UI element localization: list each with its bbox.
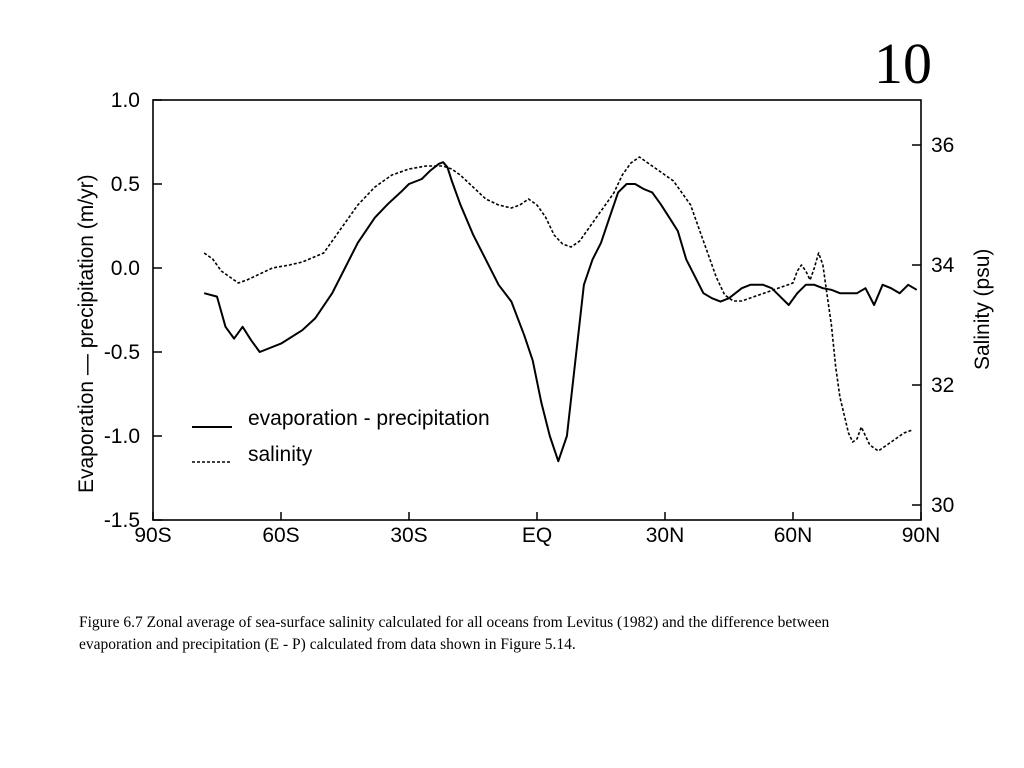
y2-tick-label: 36 <box>931 134 954 157</box>
figure-caption: Figure 6.7 Zonal average of sea-surface … <box>79 614 830 653</box>
x-tick-label: 60S <box>262 524 299 547</box>
legend-label-ep: evaporation - precipitation <box>248 407 490 430</box>
y2-tick-label: 30 <box>931 494 954 517</box>
series-layer <box>203 156 918 463</box>
x-tick-label: 30N <box>646 524 685 547</box>
chart: 90S 60S 30S EQ 30N 60N 90N 1.0 0.5 0.0 -0.5 -1.0 -1… <box>75 89 994 547</box>
y2-axis-title: Salinity (psu) <box>971 249 994 370</box>
legend-label-salinity: salinity <box>248 443 313 466</box>
x-tick-label: 60N <box>774 524 813 547</box>
y-tick-label: 1.0 <box>111 89 140 112</box>
left-y-axis: 1.0 0.5 0.0 -0.5 -1.0 -1.5 <box>104 89 162 532</box>
y2-tick-label: 34 <box>931 254 955 277</box>
y-axis-title: Evaporation — precipitation (m/yr) <box>75 174 98 493</box>
y-tick-label: -1.0 <box>104 425 140 448</box>
legend: evaporation - precipitation salinity <box>192 407 490 466</box>
salinity-line <box>203 156 913 452</box>
y-tick-label: 0.5 <box>111 173 140 196</box>
x-tick-label: 90S <box>134 524 171 547</box>
evaporation-precipitation-line <box>203 161 918 463</box>
y-tick-label: 0.0 <box>111 257 140 280</box>
x-tick-label: 90N <box>902 524 941 547</box>
slide-number: 10 <box>874 31 932 96</box>
x-axis: 90S 60S 30S EQ 30N 60N 90N <box>134 512 940 547</box>
x-tick-label: EQ <box>522 524 552 547</box>
right-y-axis: 36 34 32 30 <box>912 134 955 517</box>
y-tick-label: -0.5 <box>104 341 140 364</box>
y-tick-label: -1.5 <box>104 509 140 532</box>
x-tick-label: 30S <box>390 524 427 547</box>
y2-tick-label: 32 <box>931 374 954 397</box>
